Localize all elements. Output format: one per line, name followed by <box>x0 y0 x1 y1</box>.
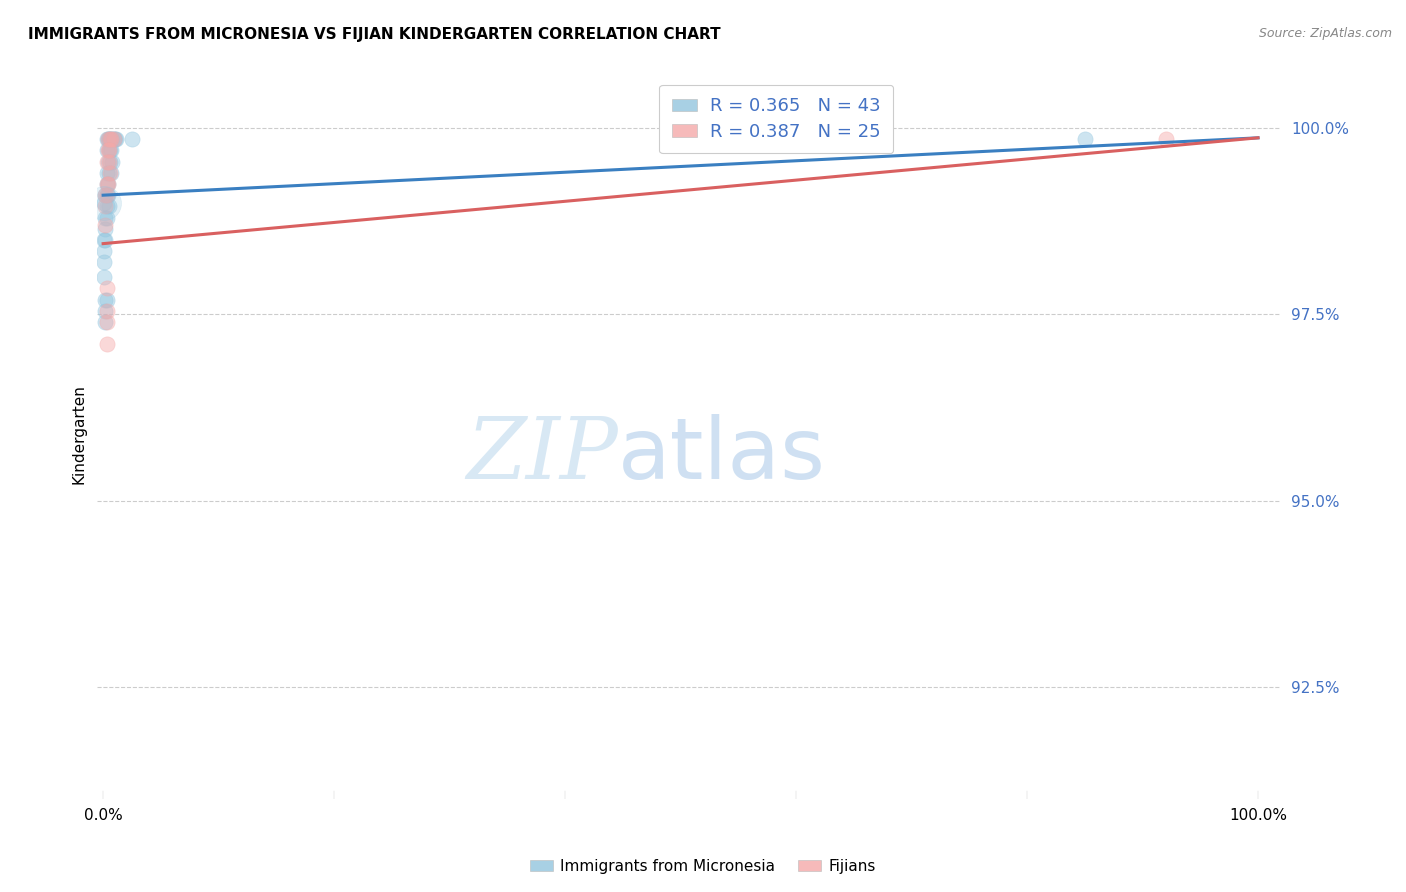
Point <box>866 132 889 146</box>
Point <box>96 211 118 225</box>
Point <box>93 195 115 210</box>
Point <box>100 166 122 180</box>
Point <box>97 144 120 158</box>
Point <box>97 154 120 169</box>
Point <box>97 144 120 158</box>
Point <box>97 166 120 180</box>
Point <box>94 303 117 318</box>
Point <box>98 154 121 169</box>
Point <box>97 177 120 191</box>
Text: ZIP: ZIP <box>467 414 619 497</box>
Point <box>96 132 118 146</box>
Point <box>94 233 117 247</box>
Text: IMMIGRANTS FROM MICRONESIA VS FIJIAN KINDERGARTEN CORRELATION CHART: IMMIGRANTS FROM MICRONESIA VS FIJIAN KIN… <box>28 27 721 42</box>
Point <box>94 211 117 225</box>
Point <box>103 132 125 146</box>
Point <box>94 218 117 232</box>
Point <box>103 132 125 146</box>
Point <box>98 132 121 146</box>
Point <box>93 270 115 285</box>
Point <box>96 199 118 213</box>
Text: atlas: atlas <box>619 414 827 497</box>
Point <box>93 244 115 258</box>
Point <box>96 188 118 202</box>
Point <box>97 199 120 213</box>
Point <box>93 233 115 247</box>
Point <box>96 154 118 169</box>
Point <box>96 315 118 329</box>
Text: Source: ZipAtlas.com: Source: ZipAtlas.com <box>1258 27 1392 40</box>
Legend: Immigrants from Micronesia, Fijians: Immigrants from Micronesia, Fijians <box>523 853 883 880</box>
Point <box>101 132 124 146</box>
Point <box>101 154 124 169</box>
Point <box>96 293 118 307</box>
Point <box>100 144 122 158</box>
Point <box>98 132 121 146</box>
Point <box>96 177 118 191</box>
Point <box>96 188 118 202</box>
Point <box>100 132 122 146</box>
Point <box>96 144 118 158</box>
Point <box>98 166 121 180</box>
Point <box>97 177 120 191</box>
Point <box>96 303 118 318</box>
Point <box>1154 132 1177 146</box>
Point <box>96 337 118 351</box>
Point <box>104 132 127 146</box>
Point <box>1074 132 1097 146</box>
Point <box>94 315 117 329</box>
Point <box>97 132 120 146</box>
Point <box>94 188 117 202</box>
Point <box>93 195 115 210</box>
Point <box>96 177 118 191</box>
Y-axis label: Kindergarten: Kindergarten <box>72 384 86 483</box>
Point <box>104 132 127 146</box>
Point <box>97 154 120 169</box>
Point <box>97 132 120 146</box>
Point <box>100 132 122 146</box>
Point <box>94 188 117 202</box>
Point <box>97 132 120 146</box>
Point <box>93 255 115 269</box>
Legend: R = 0.365   N = 43, R = 0.387   N = 25: R = 0.365 N = 43, R = 0.387 N = 25 <box>659 85 893 153</box>
Point <box>96 166 118 180</box>
Point <box>94 221 117 235</box>
Point <box>96 281 118 295</box>
Point <box>94 199 117 213</box>
Point <box>94 293 117 307</box>
Point <box>98 144 121 158</box>
Point <box>97 188 120 202</box>
Point <box>121 132 143 146</box>
Point <box>97 144 120 158</box>
